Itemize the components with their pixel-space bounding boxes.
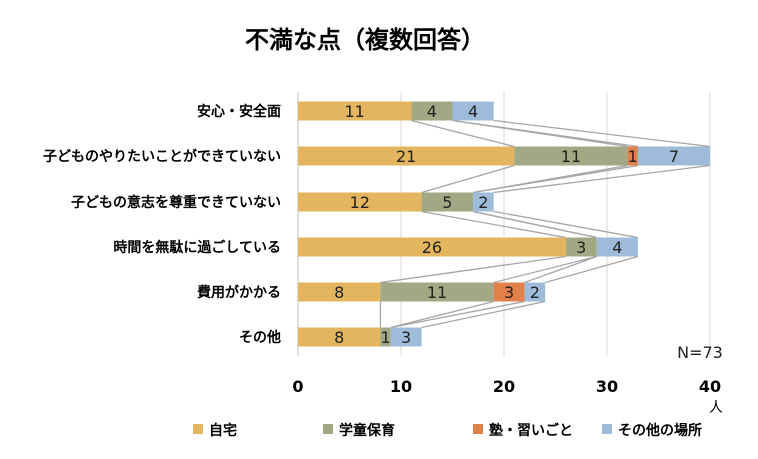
x-tick-40: 40 xyxy=(699,377,721,396)
legend-label-3: その他の場所 xyxy=(618,422,702,439)
data-label-1-0: 21 xyxy=(396,147,416,166)
bars: 11 4 421 11 1 712 5 226 3 48 11 3 28 1 3 xyxy=(298,101,710,347)
legend-swatch-0 xyxy=(193,424,203,434)
series-line-2-1 xyxy=(421,210,566,239)
series-line-3-4 xyxy=(545,255,639,284)
category-label-5: その他 xyxy=(239,329,281,346)
sample-size-note: N=73 xyxy=(677,343,723,362)
series-line-1-3 xyxy=(472,164,639,194)
bar-4-0 xyxy=(298,282,381,302)
category-label-2: 子どもの意志を尊重できていない xyxy=(71,194,281,211)
bar-5-3 xyxy=(390,327,422,347)
legend: 自宅 学童保育 塾・習いごと その他の場所 xyxy=(193,422,702,439)
bar-4-1 xyxy=(380,282,494,302)
data-label-3-1: 3 xyxy=(576,238,586,257)
data-label-2-0: 12 xyxy=(350,193,370,212)
bar-2-0 xyxy=(298,192,422,212)
bar-0-0 xyxy=(298,101,412,121)
data-label-1-3: 7 xyxy=(669,147,679,166)
legend-label-0: 自宅 xyxy=(209,422,237,439)
bar-3-1 xyxy=(565,237,597,257)
data-label-1-1: 11 xyxy=(561,147,581,166)
data-label-2-1: 5 xyxy=(442,193,452,212)
series-line-3-3 xyxy=(524,255,597,284)
category-label-0: 安心・安全面 xyxy=(197,103,281,120)
legend-label-2: 塾・習いごと xyxy=(489,422,573,439)
bar-3-0 xyxy=(298,237,566,257)
bar-4-2 xyxy=(493,282,525,302)
x-tick-0: 0 xyxy=(292,377,303,396)
x-tick-20: 20 xyxy=(493,377,515,396)
bar-4-3 xyxy=(524,282,546,302)
series-line-3-1 xyxy=(380,255,566,284)
data-label-3-0: 26 xyxy=(422,238,442,257)
data-label-5-3: 3 xyxy=(401,328,411,347)
category-labels: 安心・安全面子どものやりたいことができていない子どもの意志を尊重できていない時間… xyxy=(43,103,281,346)
series-line-1-4 xyxy=(493,164,711,194)
series-line-2-3 xyxy=(472,210,597,239)
series-line-4-3 xyxy=(390,300,525,329)
series-line-1-1 xyxy=(421,164,515,194)
series-line-0-4 xyxy=(493,119,711,148)
series-line-0-1 xyxy=(411,119,515,148)
bar-1-2 xyxy=(627,146,638,166)
series-line-3-2 xyxy=(493,255,597,284)
legend-label-1: 学童保育 xyxy=(339,422,395,439)
x-tick-labels: 0 10 20 30 40 xyxy=(292,377,721,396)
bar-1-0 xyxy=(298,146,515,166)
bar-0-3 xyxy=(452,101,494,121)
bar-5-0 xyxy=(298,327,381,347)
data-label-0-3: 4 xyxy=(468,102,478,121)
data-label-4-3: 2 xyxy=(530,283,540,302)
gridlines xyxy=(297,92,711,356)
bar-2-3 xyxy=(473,192,494,212)
bar-1-3 xyxy=(637,146,710,166)
data-label-0-1: 4 xyxy=(427,102,437,121)
data-label-5-0: 8 xyxy=(334,328,344,347)
category-label-4: 費用がかかる xyxy=(197,284,281,301)
x-tick-30: 30 xyxy=(596,377,618,396)
chart-title: 不満な点（複数回答） xyxy=(245,26,485,54)
bar-0-1 xyxy=(411,101,453,121)
series-line-4-2 xyxy=(390,300,494,329)
series-lines xyxy=(379,119,711,329)
series-line-2-4 xyxy=(493,210,639,239)
legend-swatch-1 xyxy=(323,424,333,434)
series-line-0-3 xyxy=(452,119,638,148)
data-label-5-1: 1 xyxy=(380,328,390,347)
data-label-4-2: 3 xyxy=(504,283,514,302)
bar-3-3 xyxy=(596,237,638,257)
legend-swatch-3 xyxy=(602,424,612,434)
series-line-4-4 xyxy=(421,300,546,329)
data-label-1-2: 1 xyxy=(628,147,638,166)
data-label-0-0: 11 xyxy=(344,102,364,121)
category-label-3: 時間を無駄に過ごしている xyxy=(113,239,281,256)
data-label-3-3: 4 xyxy=(612,238,622,257)
data-label-4-0: 8 xyxy=(334,283,344,302)
legend-swatch-2 xyxy=(473,424,483,434)
category-label-1: 子どものやりたいことができていない xyxy=(43,148,281,165)
bar-1-1 xyxy=(514,146,628,166)
data-label-2-3: 2 xyxy=(478,193,488,212)
bar-5-1 xyxy=(380,327,391,347)
data-label-4-1: 11 xyxy=(427,283,447,302)
x-tick-10: 10 xyxy=(390,377,412,396)
x-unit-label: 人 xyxy=(709,400,723,416)
bar-2-1 xyxy=(421,192,474,212)
